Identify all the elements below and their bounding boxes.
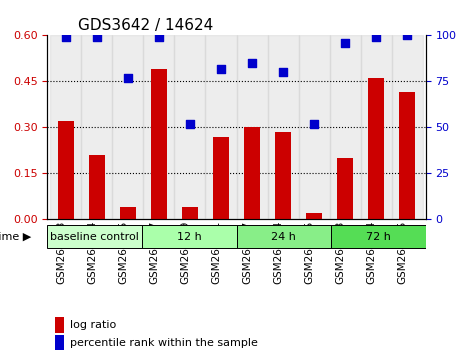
- Bar: [151, 69, 166, 219]
- Bar: [330, 35, 360, 219]
- Point: [279, 69, 287, 75]
- Bar: [89, 155, 105, 219]
- Text: 24 h: 24 h: [272, 232, 296, 242]
- Point: [217, 66, 225, 72]
- Bar: [55, 335, 64, 350]
- Text: 12 h: 12 h: [177, 232, 201, 242]
- Bar: [81, 35, 113, 219]
- Bar: [143, 35, 175, 219]
- Bar: [55, 317, 64, 333]
- Point: [62, 34, 70, 40]
- Bar: [275, 132, 291, 219]
- Bar: [51, 35, 81, 219]
- Bar: [213, 137, 229, 219]
- Text: baseline control: baseline control: [50, 232, 139, 242]
- FancyBboxPatch shape: [47, 225, 142, 248]
- Bar: [337, 158, 353, 219]
- Text: time ▶: time ▶: [0, 232, 32, 242]
- Bar: [360, 35, 392, 219]
- FancyBboxPatch shape: [142, 225, 236, 248]
- Point: [342, 40, 349, 46]
- Point: [155, 34, 163, 40]
- Bar: [113, 35, 143, 219]
- Bar: [244, 127, 260, 219]
- Bar: [175, 35, 205, 219]
- Bar: [205, 35, 236, 219]
- Text: percentile rank within the sample: percentile rank within the sample: [70, 338, 258, 348]
- Text: log ratio: log ratio: [70, 320, 116, 330]
- Bar: [392, 35, 422, 219]
- Point: [248, 60, 256, 66]
- Bar: [307, 213, 322, 219]
- Point: [310, 121, 318, 127]
- Point: [93, 34, 101, 40]
- FancyBboxPatch shape: [236, 225, 331, 248]
- Point: [403, 33, 411, 38]
- Bar: [268, 35, 298, 219]
- Bar: [399, 92, 415, 219]
- Bar: [120, 207, 136, 219]
- Text: 72 h: 72 h: [366, 232, 391, 242]
- Text: GDS3642 / 14624: GDS3642 / 14624: [78, 18, 213, 33]
- Point: [372, 34, 380, 40]
- Point: [124, 75, 131, 81]
- Bar: [58, 121, 74, 219]
- Bar: [298, 35, 330, 219]
- Bar: [368, 78, 384, 219]
- Bar: [236, 35, 268, 219]
- Point: [186, 121, 194, 127]
- Bar: [182, 207, 198, 219]
- FancyBboxPatch shape: [331, 225, 426, 248]
